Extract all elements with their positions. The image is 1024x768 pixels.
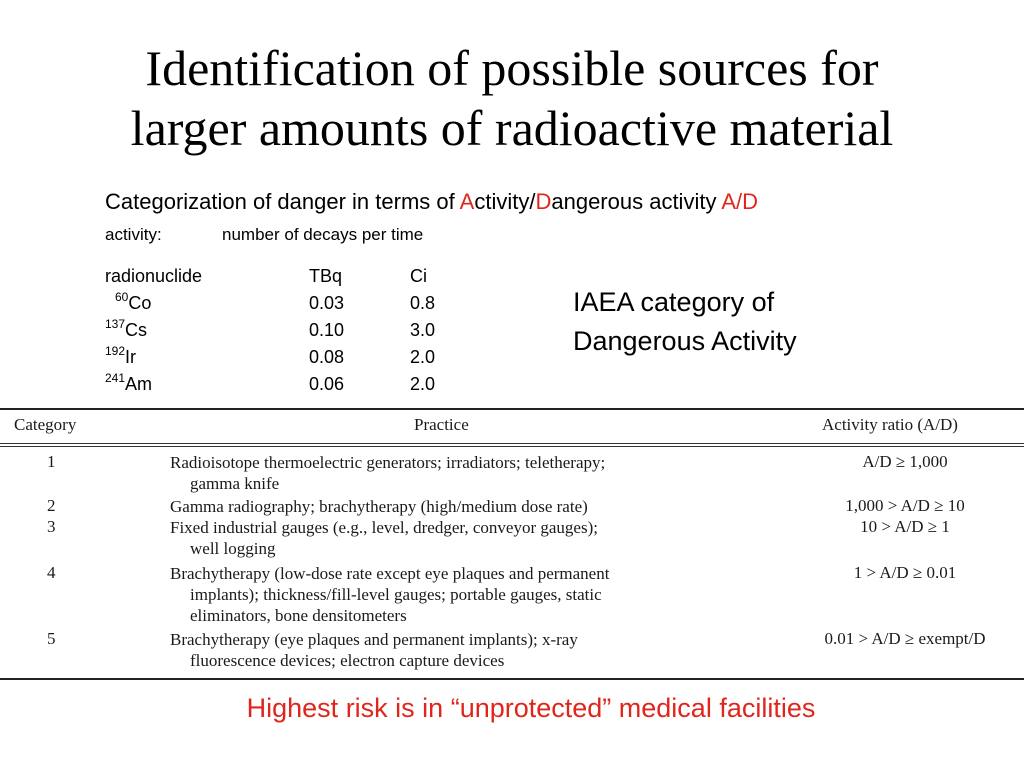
row-practice: Fixed industrial gauges (e.g., level, dr… [170, 518, 598, 558]
row-activity-ratio: 1,000 > A/D ≥ 10 [845, 496, 965, 515]
categorization-subtitle: Categorization of danger in terms of Act… [105, 189, 758, 215]
row-practice: Brachytherapy (eye plaques and permanent… [170, 630, 578, 670]
nuclide-tbq: 0.06 [309, 374, 345, 394]
subtitle-activity-rest: ctivity/ [474, 189, 536, 214]
row-activity-ratio: 1 > A/D ≥ 0.01 [853, 563, 957, 582]
header-ci: Ci [410, 266, 427, 286]
nuclide-name: 241Am [105, 371, 153, 394]
subtitle-ad-ratio: A/D [721, 189, 759, 214]
row-category: 3 [47, 517, 56, 536]
iaea-label-line-2: Dangerous Activity [573, 326, 797, 356]
header-practice: Practice [414, 415, 469, 434]
table-header-rule [0, 443, 1024, 444]
nuclide-row: 60Co 0.03 0.8 [105, 290, 470, 317]
nuclide-ci: 2.0 [410, 347, 436, 367]
nuclide-ci: 0.8 [410, 293, 436, 313]
subtitle-dangerous-rest: angerous activity [551, 189, 722, 214]
subtitle-a-letter: A [459, 189, 475, 214]
activity-definition-text: number of decays per time [222, 225, 424, 244]
row-activity-ratio: 0.01 > A/D ≥ exempt/D [824, 629, 986, 648]
row-practice: Gamma radiography; brachytherapy (high/m… [170, 497, 588, 516]
row-practice: Radioisotope thermoelectric generators; … [170, 453, 606, 493]
nuclide-name: 192Ir [105, 344, 137, 367]
row-activity-ratio: 10 > A/D ≥ 1 [860, 517, 950, 536]
nuclide-ci: 2.0 [410, 374, 436, 394]
row-practice: Brachytherapy (low-dose rate except eye … [170, 564, 610, 625]
row-category: 2 [47, 496, 56, 515]
row-category: 4 [47, 563, 56, 582]
slide-title: Identification of possible sources for l… [0, 38, 1024, 158]
table-top-rule [0, 408, 1024, 410]
nuclide-row: 241Am 0.06 2.0 [105, 371, 470, 398]
nuclide-table-header: radionuclide TBq Ci [105, 263, 470, 290]
nuclide-row: 192Ir 0.08 2.0 [105, 344, 470, 371]
nuclide-name: 137Cs [105, 317, 148, 340]
header-category: Category [14, 415, 77, 434]
highest-risk-note: Highest risk is in “unprotected” medical… [246, 693, 816, 723]
practice-table: Category Practice Activity ratio (A/D) 1… [0, 406, 1024, 680]
iaea-label-line-1: IAEA category of [573, 287, 775, 317]
nuclide-table: radionuclide TBq Ci 60Co 0.03 0.8 137Cs 0.10 3… [105, 263, 470, 398]
subtitle-prefix: Categorization of danger in terms of [105, 189, 460, 214]
nuclide-tbq: 0.03 [309, 293, 345, 313]
header-tbq: TBq [309, 266, 343, 286]
subtitle-d-letter: D [535, 189, 552, 214]
table-bottom-rule [0, 678, 1024, 680]
slide-title-line-1: Identification of possible sources for [145, 40, 879, 96]
nuclide-ci: 3.0 [410, 320, 436, 340]
nuclide-row: 137Cs 0.10 3.0 [105, 317, 470, 344]
nuclide-name: 60Co [115, 290, 152, 313]
header-radionuclide: radionuclide [105, 266, 203, 286]
slide-title-line-2: larger amounts of radioactive material [130, 100, 894, 156]
nuclide-tbq: 0.08 [309, 347, 345, 367]
row-activity-ratio: A/D ≥ 1,000 [862, 452, 948, 471]
iaea-category-label: IAEA category of Dangerous Activity [573, 283, 797, 361]
header-activity-ratio: Activity ratio (A/D) [822, 415, 958, 434]
activity-term: activity: [105, 225, 162, 244]
row-category: 5 [47, 629, 56, 648]
nuclide-tbq: 0.10 [309, 320, 345, 340]
row-category: 1 [47, 452, 56, 471]
table-header-rule [0, 446, 1024, 447]
activity-definition: activity: number of decays per time [105, 225, 423, 245]
